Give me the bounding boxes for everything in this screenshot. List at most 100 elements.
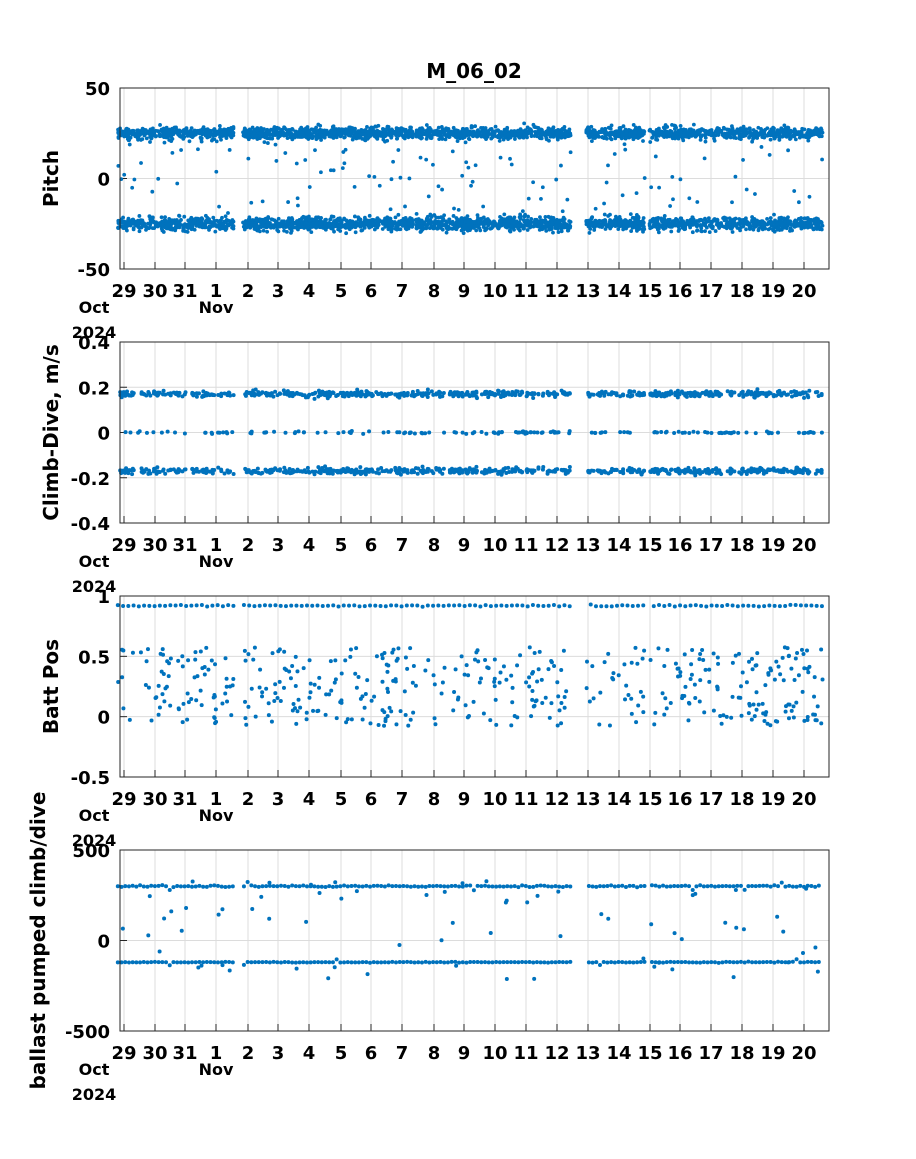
data-point bbox=[410, 389, 415, 394]
data-point bbox=[590, 222, 595, 226]
data-point bbox=[466, 222, 471, 227]
data-point bbox=[354, 136, 359, 141]
data-point bbox=[544, 135, 549, 140]
data-point bbox=[808, 223, 812, 227]
data-point bbox=[641, 139, 645, 143]
data-point bbox=[616, 227, 621, 231]
data-point bbox=[673, 222, 678, 227]
data-point bbox=[478, 133, 483, 138]
data-point bbox=[747, 126, 752, 131]
data-point bbox=[670, 136, 675, 141]
data-point bbox=[459, 228, 464, 233]
data-point bbox=[562, 124, 567, 129]
data-point bbox=[259, 128, 264, 132]
data-point bbox=[425, 223, 429, 227]
data-point bbox=[592, 228, 597, 232]
data-point bbox=[387, 216, 392, 221]
data-point bbox=[294, 161, 299, 166]
data-point bbox=[289, 131, 294, 136]
data-point bbox=[775, 227, 780, 232]
data-point bbox=[801, 220, 806, 225]
data-point bbox=[737, 220, 742, 225]
data-point bbox=[440, 219, 444, 223]
data-point bbox=[806, 219, 811, 224]
data-point bbox=[679, 216, 684, 221]
data-point bbox=[420, 464, 425, 469]
data-point bbox=[559, 229, 564, 234]
data-point bbox=[353, 230, 358, 235]
data-point bbox=[365, 125, 369, 129]
data-point bbox=[772, 212, 776, 217]
data-point bbox=[279, 223, 284, 228]
data-point bbox=[678, 123, 683, 128]
data-point bbox=[623, 218, 628, 222]
data-point bbox=[241, 132, 246, 137]
data-point bbox=[505, 216, 510, 220]
data-point bbox=[556, 134, 561, 139]
data-point bbox=[220, 226, 225, 231]
data-point bbox=[778, 220, 783, 225]
data-point bbox=[711, 224, 715, 229]
data-point bbox=[297, 218, 302, 223]
data-point bbox=[257, 135, 262, 140]
data-point bbox=[452, 206, 456, 211]
data-point bbox=[322, 226, 327, 231]
data-point bbox=[162, 224, 166, 229]
data-point bbox=[727, 222, 732, 227]
data-point bbox=[437, 221, 442, 226]
data-point bbox=[807, 135, 812, 139]
data-point bbox=[297, 223, 302, 228]
data-point bbox=[469, 222, 474, 226]
data-point bbox=[481, 204, 486, 209]
data-point bbox=[744, 127, 748, 132]
data-point bbox=[307, 185, 312, 189]
data-point bbox=[728, 135, 733, 140]
data-point bbox=[760, 227, 765, 232]
data-point bbox=[415, 221, 420, 226]
data-point bbox=[728, 225, 733, 230]
data-point bbox=[513, 134, 517, 139]
data-point bbox=[768, 132, 773, 137]
data-point bbox=[285, 229, 289, 234]
data-point bbox=[768, 216, 773, 220]
data-point bbox=[468, 217, 472, 222]
y-tick-label: 0 bbox=[97, 424, 110, 445]
data-point bbox=[181, 227, 186, 232]
data-point bbox=[209, 138, 214, 143]
data-point bbox=[205, 220, 210, 225]
data-point bbox=[526, 196, 531, 201]
data-point bbox=[336, 216, 341, 221]
data-point bbox=[175, 181, 180, 186]
data-point bbox=[607, 132, 612, 137]
data-point bbox=[322, 135, 327, 140]
data-point bbox=[350, 469, 355, 474]
data-point bbox=[695, 200, 700, 204]
data-point bbox=[714, 466, 719, 471]
data-point bbox=[140, 137, 145, 142]
data-point bbox=[452, 223, 457, 228]
data-point bbox=[669, 130, 674, 135]
data-point bbox=[732, 134, 736, 139]
data-point bbox=[516, 134, 521, 139]
data-point bbox=[755, 218, 759, 223]
data-point bbox=[814, 216, 819, 221]
data-point bbox=[730, 230, 735, 234]
data-point bbox=[602, 201, 606, 206]
data-point bbox=[226, 211, 230, 215]
data-point bbox=[292, 221, 297, 226]
data-point bbox=[306, 130, 311, 134]
data-point bbox=[721, 125, 726, 130]
data-point bbox=[302, 134, 307, 139]
data-point bbox=[546, 214, 551, 219]
data-point bbox=[812, 221, 817, 226]
data-point bbox=[756, 125, 761, 130]
data-point bbox=[457, 221, 462, 226]
data-point bbox=[793, 129, 798, 134]
data-point bbox=[153, 224, 158, 229]
data-point bbox=[137, 214, 142, 218]
data-point bbox=[136, 129, 141, 134]
data-point bbox=[484, 218, 489, 223]
data-point bbox=[370, 131, 375, 135]
data-point bbox=[216, 132, 221, 136]
y-tick-label: -0.4 bbox=[71, 514, 110, 535]
